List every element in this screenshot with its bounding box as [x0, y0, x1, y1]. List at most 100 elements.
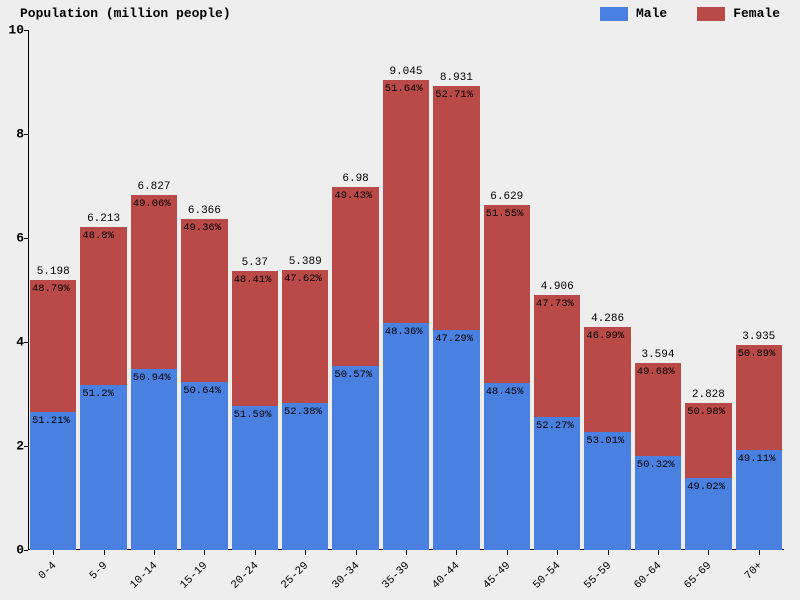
bar-pct-female: 49.06% — [133, 198, 171, 210]
y-tick-label: 2 — [8, 439, 24, 454]
x-tick-mark — [456, 550, 457, 555]
bar-segment-male: 47.29% — [433, 330, 479, 550]
bar-pct-female: 52.71% — [435, 89, 473, 101]
bar-pct-male: 50.32% — [637, 459, 675, 471]
x-tick-mark — [255, 550, 256, 555]
x-tick-label: 15-19 — [179, 560, 211, 592]
bar-pct-male: 49.02% — [687, 481, 725, 493]
bar-segment-female: 46.99% — [584, 327, 630, 432]
x-tick-mark — [53, 550, 54, 555]
bar-pct-female: 48.8% — [82, 230, 114, 242]
x-tick-label: 40-44 — [431, 560, 463, 592]
bar-total-label: 6.98 — [332, 173, 378, 185]
y-axis-line — [28, 30, 29, 550]
x-tick-mark — [608, 550, 609, 555]
bar-segment-male: 48.45% — [484, 383, 530, 550]
bar-segment-male: 50.64% — [181, 382, 227, 550]
bar-slot: 49.02%50.98%2.828 — [685, 403, 731, 550]
bar-pct-male: 51.21% — [32, 415, 70, 427]
bar-segment-female: 51.64% — [383, 80, 429, 323]
bar-pct-male: 47.29% — [435, 333, 473, 345]
legend-item-male: Male — [600, 6, 667, 21]
x-tick-label: 50-54 — [531, 560, 563, 592]
bar-segment-male: 50.94% — [131, 369, 177, 550]
bar-total-label: 5.198 — [30, 266, 76, 278]
bar-total-label: 6.629 — [484, 191, 530, 203]
x-tick-mark — [406, 550, 407, 555]
legend-label-male: Male — [636, 6, 667, 21]
bar-pct-female: 47.73% — [536, 298, 574, 310]
bar-pct-female: 51.64% — [385, 83, 423, 95]
x-tick-label: 55-59 — [582, 560, 614, 592]
bar-segment-female: 49.36% — [181, 219, 227, 382]
y-tick-label: 10 — [8, 23, 24, 38]
bar-slot: 51.2%48.8%6.213 — [80, 227, 126, 550]
bar-pct-female: 49.36% — [183, 222, 221, 234]
bar-total-label: 3.935 — [736, 331, 782, 343]
x-tick-label: 0-4 — [37, 560, 60, 582]
x-tick-mark — [305, 550, 306, 555]
y-axis-title: Population (million people) — [20, 6, 231, 21]
bar-segment-female: 48.41% — [232, 271, 278, 406]
x-tick-label: 10-14 — [128, 560, 160, 592]
bar-pct-male: 52.38% — [284, 406, 322, 418]
x-tick-mark — [356, 550, 357, 555]
bar-slot: 48.36%51.64%9.045 — [383, 80, 429, 550]
bar-total-label: 4.906 — [534, 281, 580, 293]
x-tick-label: 70+ — [743, 560, 766, 582]
bar-segment-female: 47.62% — [282, 270, 328, 403]
bar-segment-female: 49.68% — [635, 363, 681, 456]
x-tick-label: 20-24 — [229, 560, 261, 592]
bar-segment-female: 51.55% — [484, 205, 530, 383]
plot-area: 024681051.21%48.79%5.1980-451.2%48.8%6.2… — [28, 30, 784, 550]
bar-slot: 51.59%48.41%5.37 — [232, 271, 278, 550]
bar-pct-male: 51.2% — [82, 388, 114, 400]
legend: Male Female — [600, 6, 780, 21]
bar-slot: 52.27%47.73%4.906 — [534, 295, 580, 550]
legend-item-female: Female — [697, 6, 780, 21]
bar-total-label: 6.366 — [181, 205, 227, 217]
y-tick-mark — [24, 446, 28, 447]
x-tick-mark — [759, 550, 760, 555]
bar-slot: 51.21%48.79%5.198 — [30, 280, 76, 550]
bar-slot: 47.29%52.71%8.931 — [433, 86, 479, 550]
x-tick-mark — [204, 550, 205, 555]
bar-pct-male: 50.64% — [183, 385, 221, 397]
bar-total-label: 5.389 — [282, 256, 328, 268]
x-tick-label: 5-9 — [87, 560, 110, 582]
bar-slot: 53.01%46.99%4.286 — [584, 327, 630, 550]
x-tick-mark — [104, 550, 105, 555]
population-chart: Population (million people) Male Female … — [0, 0, 800, 600]
bar-segment-male: 50.32% — [635, 456, 681, 550]
bar-slot: 50.64%49.36%6.366 — [181, 219, 227, 550]
bar-total-label: 3.594 — [635, 349, 681, 361]
bar-total-label: 8.931 — [433, 72, 479, 84]
bar-segment-male: 50.57% — [332, 366, 378, 550]
x-tick-label: 45-49 — [481, 560, 513, 592]
bar-segment-male: 51.59% — [232, 406, 278, 550]
bar-segment-female: 52.71% — [433, 86, 479, 331]
y-tick-label: 8 — [8, 127, 24, 142]
x-tick-mark — [507, 550, 508, 555]
x-tick-mark — [557, 550, 558, 555]
bar-segment-male: 51.21% — [30, 412, 76, 550]
bar-pct-male: 50.94% — [133, 372, 171, 384]
bar-pct-female: 50.98% — [687, 406, 725, 418]
bar-segment-female: 50.89% — [736, 345, 782, 449]
y-tick-mark — [24, 238, 28, 239]
bar-pct-female: 47.62% — [284, 273, 322, 285]
bar-segment-female: 50.98% — [685, 403, 731, 478]
y-tick-mark — [24, 134, 28, 135]
bar-pct-male: 49.11% — [738, 453, 776, 465]
bar-pct-female: 49.68% — [637, 366, 675, 378]
bar-segment-male: 52.38% — [282, 403, 328, 550]
y-tick-label: 6 — [8, 231, 24, 246]
x-tick-label: 30-34 — [330, 560, 362, 592]
x-tick-label: 60-64 — [632, 560, 664, 592]
bar-slot: 50.32%49.68%3.594 — [635, 363, 681, 550]
bar-total-label: 5.37 — [232, 257, 278, 269]
bar-segment-male: 52.27% — [534, 417, 580, 550]
bar-pct-female: 46.99% — [586, 330, 624, 342]
bar-pct-male: 48.36% — [385, 326, 423, 338]
bar-segment-male: 49.11% — [736, 450, 782, 550]
